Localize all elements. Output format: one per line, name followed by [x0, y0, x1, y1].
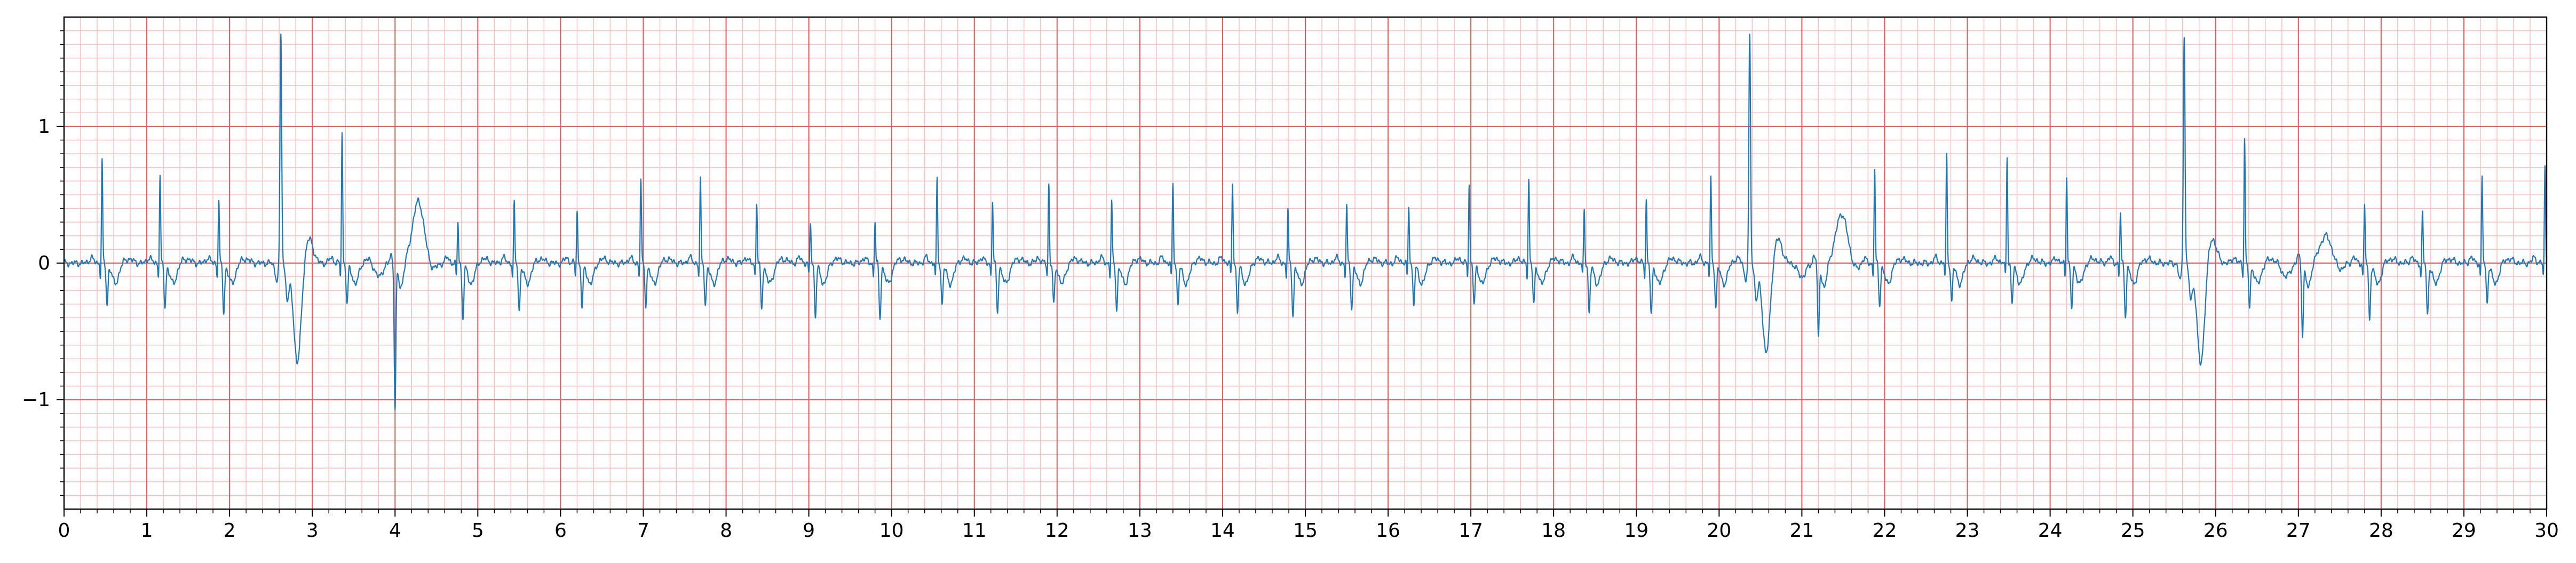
y-tick-label: 0	[38, 252, 50, 274]
x-tick-label: 18	[1541, 520, 1566, 542]
x-tick-label: 9	[803, 520, 815, 542]
x-tick-label: 1	[141, 520, 153, 542]
x-tick-label: 16	[1376, 520, 1400, 542]
x-tick-label: 13	[1128, 520, 1152, 542]
x-tick-label: 14	[1210, 520, 1235, 542]
y-tick-label: 1	[38, 116, 50, 138]
x-tick-label: 25	[2121, 520, 2145, 542]
y-tick-label: −1	[22, 389, 50, 411]
x-tick-label: 2	[224, 520, 236, 542]
x-tick-label: 21	[1789, 520, 1814, 542]
x-tick-label: 4	[389, 520, 401, 542]
x-tick-label: 30	[2534, 520, 2559, 542]
x-tick-label: 12	[1045, 520, 1069, 542]
x-tick-label: 0	[58, 520, 70, 542]
x-tick-label: 15	[1293, 520, 1318, 542]
x-tick-label: 6	[554, 520, 567, 542]
x-tick-label: 23	[1955, 520, 1980, 542]
y-axis-ticks: −1 0 1	[22, 30, 64, 496]
x-tick-label: 26	[2204, 520, 2228, 542]
x-axis-ticks: 0 1 2 3 4 5 6 7 8 9 10 11 12 13 14 15 16 17 18 19 20 21 22 23 24…	[58, 509, 2559, 542]
x-tick-label: 10	[879, 520, 904, 542]
ecg-trace-line	[63, 33, 2548, 410]
x-tick-label: 7	[637, 520, 649, 542]
x-tick-label: 28	[2369, 520, 2393, 542]
x-tick-label: 24	[2038, 520, 2063, 542]
x-tick-label: 11	[962, 520, 987, 542]
x-tick-label: 19	[1624, 520, 1648, 542]
x-tick-label: 5	[472, 520, 484, 542]
x-tick-label: 27	[2286, 520, 2311, 542]
x-tick-label: 3	[306, 520, 319, 542]
x-tick-label: 20	[1707, 520, 1731, 542]
x-tick-label: 17	[1459, 520, 1483, 542]
x-tick-label: 29	[2452, 520, 2476, 542]
x-tick-label: 8	[720, 520, 732, 542]
x-tick-label: 22	[1873, 520, 1897, 542]
